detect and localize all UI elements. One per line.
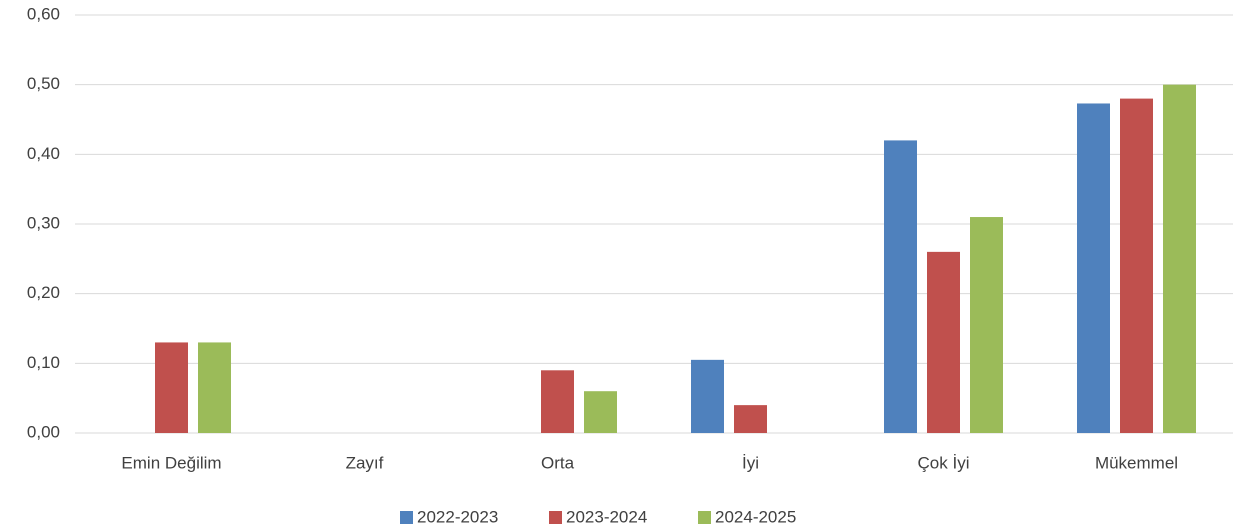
y-tick-label: 0,00 (27, 422, 60, 441)
bar (155, 342, 188, 433)
bar (734, 405, 767, 433)
bar (691, 359, 724, 433)
x-tick-label: Orta (541, 453, 575, 472)
legend-label: 2022-2023 (417, 507, 498, 526)
x-tick-label: Emin Değilim (121, 453, 221, 472)
legend-swatch (549, 511, 562, 524)
bar (584, 391, 617, 433)
y-tick-label: 0,20 (27, 283, 60, 302)
legend-label: 2024-2025 (715, 507, 796, 526)
x-tick-label: Zayıf (346, 453, 384, 472)
legend-label: 2023-2024 (566, 507, 647, 526)
bar (198, 342, 231, 433)
y-tick-label: 0,40 (27, 144, 60, 163)
bar (884, 140, 917, 433)
bar (1120, 98, 1153, 433)
legend-swatch (400, 511, 413, 524)
bar (927, 251, 960, 433)
y-tick-label: 0,10 (27, 353, 60, 372)
y-tick-label: 0,60 (27, 4, 60, 23)
x-tick-label: Mükemmel (1095, 453, 1178, 472)
bar (1163, 84, 1196, 434)
bar (970, 217, 1003, 433)
bar (541, 370, 574, 433)
y-tick-label: 0,50 (27, 74, 60, 93)
legend-swatch (698, 511, 711, 524)
y-tick-label: 0,30 (27, 213, 60, 232)
x-tick-label: Çok İyi (918, 453, 970, 472)
bar (1077, 103, 1110, 433)
x-tick-label: İyi (742, 453, 759, 472)
